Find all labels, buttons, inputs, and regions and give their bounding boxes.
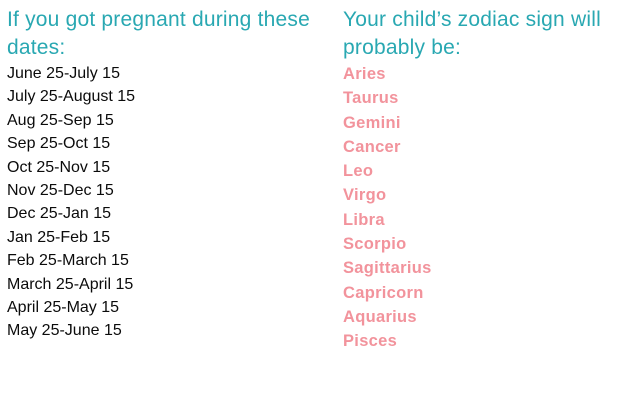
- zodiac-sign-item: Gemini: [343, 113, 401, 132]
- zodiac-sign-item: Aries: [343, 65, 386, 83]
- date-range-item: March 25-April 15: [7, 275, 134, 293]
- date-range-item: July 25-August 15: [7, 88, 136, 106]
- zodiac-sign-item: Taurus: [343, 89, 399, 108]
- zodiac-sign-item: Cancer: [343, 137, 401, 156]
- date-range-item: Feb 25-March 15: [7, 252, 129, 270]
- zodiac-sign-item: Capricorn: [343, 283, 424, 302]
- zodiac-sign-item: Leo: [343, 162, 374, 181]
- date-range-item: Dec 25-Jan 15: [7, 205, 112, 223]
- pregnancy-dates-column: If you got pregnant during these dates: …: [7, 6, 343, 343]
- zodiac-sign-item: Virgo: [343, 186, 387, 205]
- zodiac-sign-list: Aries Taurus Gemini Cancer Leo Virgo Lib…: [343, 62, 605, 354]
- date-range-item: May 25-June 15: [7, 322, 122, 340]
- date-range-item: Oct 25-Nov 15: [7, 158, 111, 176]
- zodiac-heading: Your child’s zodiac sign will probably b…: [343, 8, 601, 59]
- date-range-list: June 25-July 15 July 25-August 15 Aug 25…: [7, 62, 343, 343]
- date-range-item: Sep 25-Oct 15: [7, 135, 111, 153]
- zodiac-sign-item: Pisces: [343, 332, 398, 351]
- date-range-item: Nov 25-Dec 15: [7, 182, 114, 200]
- date-range-item: Aug 25-Sep 15: [7, 111, 114, 129]
- zodiac-sign-item: Scorpio: [343, 235, 407, 254]
- zodiac-sign-item: Libra: [343, 210, 385, 229]
- zodiac-signs-column: Your child’s zodiac sign will probably b…: [343, 6, 605, 354]
- dates-heading: If you got pregnant during these dates:: [7, 8, 310, 59]
- zodiac-sign-item: Sagittarius: [343, 259, 432, 278]
- zodiac-sign-item: Aquarius: [343, 307, 417, 326]
- date-range-item: Jan 25-Feb 15: [7, 228, 111, 246]
- date-range-item: April 25-May 15: [7, 299, 120, 317]
- date-range-item: June 25-July 15: [7, 65, 120, 82]
